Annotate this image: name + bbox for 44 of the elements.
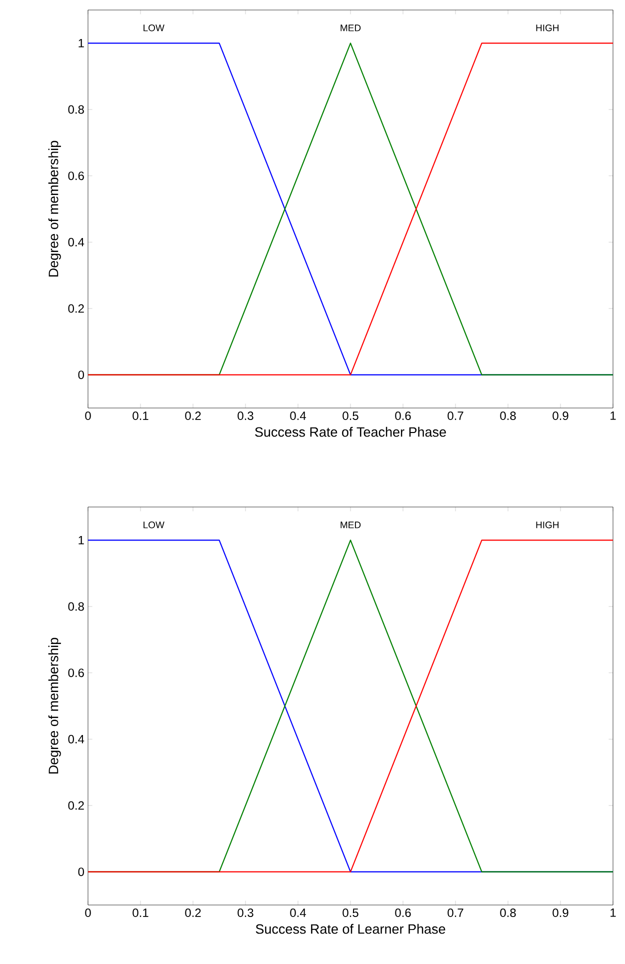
y-tick-label: 0.2 [68, 801, 84, 810]
series-label: LOW [144, 24, 164, 32]
series-label: LOW [144, 522, 164, 528]
series-label: MED [340, 522, 361, 528]
x-tick-label: 0.4 [290, 908, 306, 918]
y-tick-label: 0.6 [68, 668, 84, 678]
y-tick-label: 0.4 [68, 734, 84, 744]
y-tick-label: 0 [78, 370, 84, 380]
y-tick-label: 0.8 [68, 105, 84, 114]
x-tick-label: 0.1 [132, 412, 148, 420]
x-axis-title: Success Rate of Teacher Phase [255, 426, 446, 437]
x-tick-label: 0.5 [342, 412, 358, 420]
x-tick-label: 1 [610, 412, 616, 420]
y-tick-label: 0.6 [68, 172, 84, 180]
x-tick-label: 0.1 [132, 908, 148, 918]
x-tick-label: 0 [85, 412, 91, 420]
y-tick-label: 1 [78, 536, 84, 544]
x-tick-label: 0.3 [238, 908, 254, 918]
x-tick-label: 0.3 [238, 412, 254, 420]
series-label: HIGH [536, 522, 558, 528]
y-axis-title: Degree of membership [48, 140, 61, 277]
x-axis-title: Success Rate of Learner Phase [256, 924, 446, 934]
x-tick-label: 0.9 [552, 908, 568, 918]
series-label: HIGH [536, 24, 558, 32]
x-tick-label: 1 [610, 908, 616, 917]
y-tick-label: 0.4 [68, 238, 84, 246]
y-tick-label: 0.8 [68, 602, 84, 611]
x-tick-label: 0.7 [448, 412, 464, 420]
y-tick-label: 0.2 [68, 304, 84, 313]
y-tick-label: 0 [78, 868, 84, 876]
series-label: MED [340, 24, 361, 32]
x-tick-label: 0.8 [500, 412, 516, 420]
x-tick-label: 0.6 [395, 412, 411, 420]
x-tick-label: 0.4 [290, 412, 306, 420]
x-tick-label: 0.2 [185, 412, 201, 420]
x-tick-label: 0 [85, 908, 91, 918]
x-tick-label: 0.5 [342, 908, 358, 918]
y-axis-title: Degree of membership [48, 638, 61, 774]
y-tick-label: 1 [78, 39, 84, 48]
x-tick-label: 0.7 [448, 908, 464, 918]
x-tick-label: 0.9 [552, 412, 568, 420]
x-tick-label: 0.2 [185, 908, 201, 918]
x-tick-label: 0.8 [500, 908, 516, 918]
x-tick-label: 0.6 [395, 908, 411, 918]
